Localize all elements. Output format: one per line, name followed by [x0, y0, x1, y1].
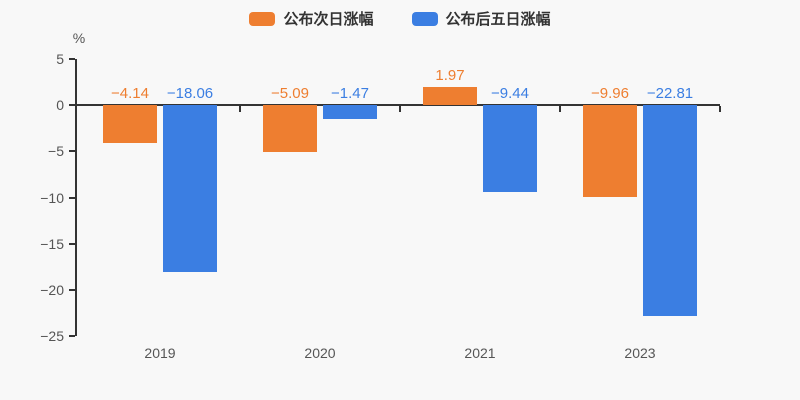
bar-value-label: −5.09	[271, 85, 309, 103]
y-axis-tick-label: −20	[40, 281, 64, 298]
y-axis-tick	[69, 104, 75, 107]
legend-item-series2[interactable]: 公布后五日涨幅	[411, 8, 551, 29]
legend-item-series1[interactable]: 公布次日涨幅	[249, 8, 374, 29]
bar-series1-2021[interactable]	[423, 86, 477, 106]
x-axis-zero-line	[75, 104, 720, 107]
legend-swatch-icon	[249, 11, 276, 26]
bar-series2-2023[interactable]	[643, 105, 697, 316]
y-axis-tick-label: 5	[56, 51, 64, 67]
bar-series1-2020[interactable]	[263, 105, 317, 153]
legend-swatch-icon	[411, 11, 438, 26]
bar-series2-2020[interactable]	[323, 105, 377, 119]
y-axis-unit-label: %	[72, 30, 86, 46]
y-axis-tick-label: 0	[56, 97, 64, 114]
bar-value-label: −9.44	[491, 85, 529, 103]
y-axis-tick	[69, 288, 75, 291]
y-axis-tick	[69, 150, 75, 153]
y-axis-tick	[69, 242, 75, 245]
bar-series2-2019[interactable]	[163, 105, 217, 272]
x-axis-tick	[399, 106, 401, 113]
bar-series2-2021[interactable]	[483, 105, 537, 193]
bar-value-label: −18.06	[166, 85, 214, 103]
y-axis-tick-label: −5	[48, 143, 64, 160]
bar-series1-2023[interactable]	[583, 105, 637, 198]
bar-value-label: −22.81	[646, 85, 694, 103]
bar-value-label: −1.47	[331, 85, 369, 103]
bar-value-label: −9.96	[591, 85, 629, 103]
y-axis-tick	[69, 196, 75, 199]
x-axis-category-label: 2021	[464, 345, 496, 361]
x-axis-category-label: 2023	[624, 345, 656, 361]
chart-legend: 公布次日涨幅 公布后五日涨幅	[0, 8, 800, 29]
bar-value-label: 1.97	[435, 66, 465, 84]
x-axis-category-label: 2019	[144, 345, 176, 361]
y-axis-tick	[69, 335, 75, 337]
x-axis-tick	[719, 106, 721, 113]
x-axis-tick	[239, 106, 241, 113]
y-axis-tick-label: −10	[40, 189, 64, 206]
legend-label: 公布次日涨幅	[283, 11, 374, 28]
bar-value-label: −4.14	[111, 85, 149, 103]
y-axis-tick-label: −15	[40, 235, 64, 252]
legend-label: 公布后五日涨幅	[445, 11, 551, 28]
x-axis-category-label: 2020	[304, 345, 336, 361]
y-axis-tick	[69, 58, 75, 60]
x-axis-tick	[559, 106, 561, 113]
y-axis-tick-label: −25	[40, 328, 64, 344]
y-axis-line	[75, 59, 77, 336]
bar-series1-2019[interactable]	[103, 105, 157, 144]
